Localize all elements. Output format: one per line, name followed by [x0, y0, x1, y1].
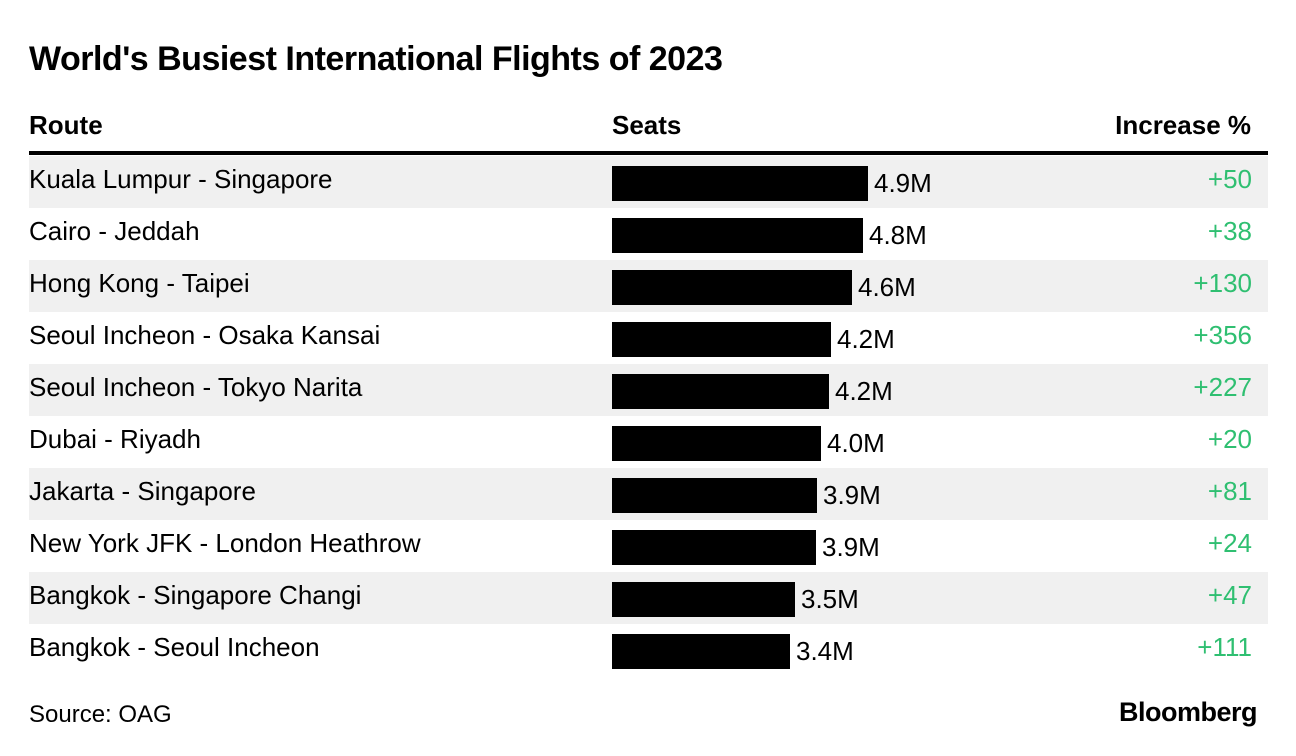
- seats-bar: [612, 582, 795, 617]
- chart-title: World's Busiest International Flights of…: [29, 40, 723, 78]
- route-label: Kuala Lumpur - Singapore: [29, 164, 333, 194]
- table-row: Seoul Incheon - Osaka Kansai 4.2M +356: [29, 312, 1268, 364]
- increase-value: +227: [1193, 372, 1252, 402]
- increase-value: +111: [1197, 632, 1252, 662]
- route-label: Seoul Incheon - Tokyo Narita: [29, 372, 363, 402]
- seats-bar: [612, 322, 831, 357]
- table-row: Dubai - Riyadh 4.0M +20: [29, 416, 1268, 468]
- increase-value: +81: [1207, 476, 1252, 506]
- seats-value-label: 4.9M: [874, 168, 932, 198]
- table-row: Seoul Incheon - Tokyo Narita 4.2M +227: [29, 364, 1268, 416]
- seats-bar: [612, 478, 817, 513]
- seats-bar: [612, 530, 816, 565]
- increase-value: +356: [1193, 320, 1252, 350]
- column-header-seats: Seats: [612, 110, 682, 140]
- route-label: Bangkok - Seoul Incheon: [29, 632, 320, 662]
- seats-bar: [612, 218, 863, 253]
- table-row: Jakarta - Singapore 3.9M +81: [29, 468, 1268, 520]
- seats-value-label: 4.8M: [869, 220, 927, 250]
- route-label: New York JFK - London Heathrow: [29, 528, 421, 558]
- increase-value: +47: [1207, 580, 1252, 610]
- seats-value-label: 4.2M: [835, 376, 893, 406]
- table-row: New York JFK - London Heathrow 3.9M +24: [29, 520, 1268, 572]
- seats-value-label: 3.4M: [796, 636, 854, 666]
- seats-value-label: 4.0M: [827, 428, 885, 458]
- seats-bar: [612, 426, 821, 461]
- route-label: Dubai - Riyadh: [29, 424, 201, 454]
- increase-value: +38: [1207, 216, 1252, 246]
- seats-value-label: 4.2M: [837, 324, 895, 354]
- table-row: Cairo - Jeddah 4.8M +38: [29, 208, 1268, 260]
- increase-value: +24: [1207, 528, 1252, 558]
- table-row: Hong Kong - Taipei 4.6M +130: [29, 260, 1268, 312]
- seats-bar: [612, 166, 868, 201]
- table-body: Kuala Lumpur - Singapore 4.9M +50 Cairo - J…: [29, 156, 1268, 676]
- header-rule: [29, 151, 1268, 155]
- seats-bar: [612, 374, 829, 409]
- route-label: Cairo - Jeddah: [29, 216, 200, 246]
- seats-value-label: 3.5M: [801, 584, 859, 614]
- column-header-increase: Increase %: [1115, 110, 1251, 140]
- table-row: Kuala Lumpur - Singapore 4.9M +50: [29, 156, 1268, 208]
- increase-value: +130: [1193, 268, 1252, 298]
- route-label: Hong Kong - Taipei: [29, 268, 250, 298]
- seats-bar: [612, 270, 852, 305]
- seats-value-label: 3.9M: [823, 480, 881, 510]
- increase-value: +20: [1207, 424, 1252, 454]
- route-label: Seoul Incheon - Osaka Kansai: [29, 320, 381, 350]
- source-note: Source: OAG: [29, 701, 172, 728]
- column-header-route: Route: [29, 110, 103, 140]
- bloomberg-logo: Bloomberg: [1118, 697, 1258, 727]
- table-row: Bangkok - Seoul Incheon 3.4M +111: [29, 624, 1268, 676]
- table-row: Bangkok - Singapore Changi 3.5M +47: [29, 572, 1268, 624]
- increase-value: +50: [1207, 164, 1252, 194]
- seats-value-label: 4.6M: [858, 272, 916, 302]
- route-label: Bangkok - Singapore Changi: [29, 580, 362, 610]
- seats-value-label: 3.9M: [822, 532, 880, 562]
- seats-bar: [612, 634, 790, 669]
- route-label: Jakarta - Singapore: [29, 476, 256, 506]
